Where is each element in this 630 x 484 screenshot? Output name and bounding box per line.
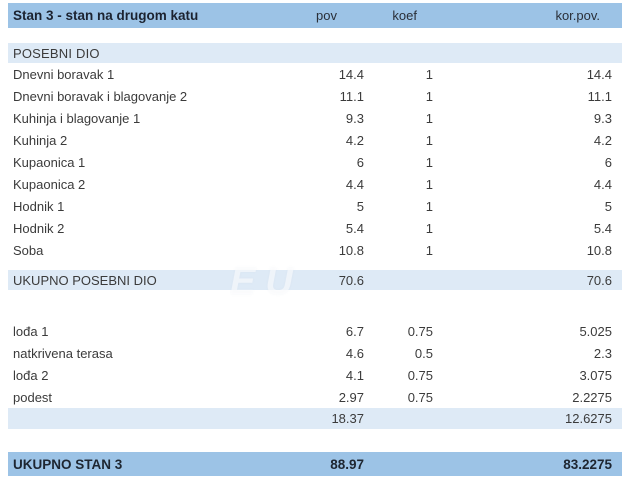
- table-row: Kupaonica 1 6 1 6: [8, 151, 622, 173]
- posebni-total-row: UKUPNO POSEBNI DIO 70.6 70.6: [8, 270, 622, 290]
- pov-grand-total: 88.97: [330, 456, 364, 472]
- pov-value: 11.1: [339, 88, 364, 104]
- table-row: Dnevni boravak 1 14.4 1 14.4: [8, 63, 622, 85]
- koef-value: 1: [425, 154, 433, 170]
- pov-value: 4.4: [345, 176, 364, 192]
- table-title: Stan 3 - stan na drugom katu: [13, 8, 199, 23]
- korpov-value: 9.3: [593, 110, 612, 126]
- pov-value: 4.6: [345, 345, 364, 361]
- table-row: Dnevni boravak i blagovanje 2 11.1 1 11.…: [8, 85, 622, 107]
- korpov-value: 3.075: [579, 367, 612, 383]
- room-label: lođa 2: [13, 367, 49, 383]
- total-label: UKUPNO POSEBNI DIO: [13, 272, 157, 288]
- table-header-bar: Stan 3 - stan na drugom katu pov koef ko…: [8, 3, 622, 28]
- koef-value: 1: [425, 198, 433, 214]
- pov-value: 14.4: [338, 66, 364, 82]
- pov-value: 9.3: [345, 110, 364, 126]
- spacer: [8, 28, 622, 43]
- koef-value: 1: [425, 66, 433, 82]
- table-row: Kupaonica 2 4.4 1 4.4: [8, 173, 622, 195]
- section-header-posebni-dio: POSEBNI DIO: [8, 43, 622, 63]
- korpov-value: 2.2275: [572, 389, 612, 405]
- koef-value: 0.75: [407, 323, 433, 339]
- pov-value: 4.1: [345, 367, 364, 383]
- section2-subtotal-row: 18.37 12.6275: [8, 408, 622, 429]
- korpov-value: 14.4: [586, 66, 612, 82]
- table-row: Hodnik 2 5.4 1 5.4: [8, 217, 622, 239]
- room-label: lođa 1: [13, 323, 49, 339]
- grand-total-label: UKUPNO STAN 3: [13, 456, 123, 472]
- room-label: podest: [13, 389, 53, 405]
- pov-subtotal: 18.37: [331, 411, 364, 426]
- pov-value: 10.8: [338, 242, 364, 258]
- korpov-grand-total: 83.2275: [563, 456, 612, 472]
- room-label: Hodnik 2: [13, 220, 65, 236]
- spacer: [8, 261, 622, 270]
- korpov-value: 5: [604, 198, 612, 214]
- koef-value: 1: [425, 132, 433, 148]
- room-label: Kuhinja 2: [13, 132, 68, 148]
- koef-value: 0.75: [407, 389, 433, 405]
- column-header-koef: koef: [392, 8, 417, 23]
- table-row: Soba 10.8 1 10.8: [8, 239, 622, 261]
- room-label: Kupaonica 2: [13, 176, 86, 192]
- table-row: lođa 1 6.7 0.75 5.025: [8, 320, 622, 342]
- room-label: Soba: [13, 242, 44, 258]
- table-row: lođa 2 4.1 0.75 3.075: [8, 364, 622, 386]
- spacer: [8, 429, 622, 452]
- table-row: podest 2.97 0.75 2.2275: [8, 386, 622, 408]
- korpov-value: 6: [604, 154, 612, 170]
- koef-value: 1: [425, 242, 433, 258]
- room-label: Hodnik 1: [13, 198, 65, 214]
- pov-value: 6: [356, 154, 364, 170]
- koef-value: 0.5: [414, 345, 433, 361]
- table-row: Kuhinja i blagovanje 1 9.3 1 9.3: [8, 107, 622, 129]
- room-label: Kuhinja i blagovanje 1: [13, 110, 141, 126]
- korpov-value: 4.4: [593, 176, 612, 192]
- koef-value: 1: [425, 176, 433, 192]
- section-title: POSEBNI DIO: [13, 45, 100, 61]
- korpov-value: 10.8: [586, 242, 612, 258]
- koef-value: 1: [425, 88, 433, 104]
- room-label: Dnevni boravak i blagovanje 2: [13, 88, 188, 104]
- pov-value: 2.97: [338, 389, 364, 405]
- room-label: Kupaonica 1: [13, 154, 86, 170]
- koef-value: 1: [425, 110, 433, 126]
- table-row: Hodnik 1 5 1 5: [8, 195, 622, 217]
- koef-value: 0.75: [407, 367, 433, 383]
- area-calculation-table: Stan 3 - stan na drugom katu pov koef ko…: [8, 3, 622, 476]
- korpov-value: 2.3: [593, 345, 612, 361]
- korpov-value: 5.4: [593, 220, 612, 236]
- korpov-value: 5.025: [579, 323, 612, 339]
- koef-value: 1: [425, 220, 433, 236]
- korpov-value: 11.1: [587, 88, 612, 104]
- table-row: natkrivena terasa 4.6 0.5 2.3: [8, 342, 622, 364]
- korpov-total: 70.6: [586, 272, 612, 288]
- table-row: Kuhinja 2 4.2 1 4.2: [8, 129, 622, 151]
- pov-value: 5.4: [345, 220, 364, 236]
- spacer: [8, 290, 622, 320]
- room-label: Dnevni boravak 1: [13, 66, 115, 82]
- column-header-pov: pov: [316, 8, 337, 23]
- pov-total: 70.6: [338, 272, 364, 288]
- pov-value: 5: [356, 198, 364, 214]
- grand-total-row: UKUPNO STAN 3 88.97 83.2275: [8, 452, 622, 476]
- column-header-korpov: kor.pov.: [555, 8, 600, 23]
- room-label: natkrivena terasa: [13, 345, 113, 361]
- pov-value: 4.2: [345, 132, 364, 148]
- korpov-subtotal: 12.6275: [565, 411, 612, 426]
- pov-value: 6.7: [345, 323, 364, 339]
- korpov-value: 4.2: [593, 132, 612, 148]
